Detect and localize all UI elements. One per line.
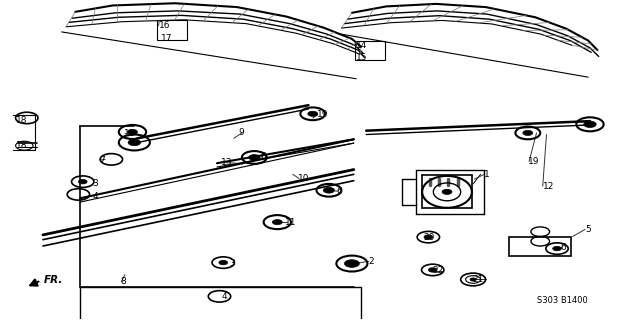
Bar xyxy=(158,20,187,40)
Text: 7: 7 xyxy=(99,156,105,164)
Ellipse shape xyxy=(470,278,476,281)
Text: 12: 12 xyxy=(543,182,554,191)
Text: 14: 14 xyxy=(356,41,368,51)
Ellipse shape xyxy=(78,180,87,184)
Text: 8: 8 xyxy=(120,277,126,286)
Ellipse shape xyxy=(429,268,437,272)
Text: 18: 18 xyxy=(16,141,28,150)
Text: 2: 2 xyxy=(369,257,374,266)
Text: 18: 18 xyxy=(16,116,28,125)
Ellipse shape xyxy=(128,139,141,146)
Ellipse shape xyxy=(249,155,260,160)
Text: S303 B1400: S303 B1400 xyxy=(536,296,587,305)
Text: 22: 22 xyxy=(433,266,444,276)
Text: 3: 3 xyxy=(229,259,235,268)
Text: 1: 1 xyxy=(484,170,490,179)
Text: 15: 15 xyxy=(356,53,368,62)
Text: 19: 19 xyxy=(528,157,540,166)
Ellipse shape xyxy=(584,121,596,127)
Ellipse shape xyxy=(523,130,533,135)
Ellipse shape xyxy=(272,220,282,225)
Text: 6: 6 xyxy=(560,243,566,252)
Ellipse shape xyxy=(323,188,335,193)
Bar xyxy=(80,287,361,320)
Text: 21: 21 xyxy=(472,275,483,284)
Ellipse shape xyxy=(424,235,433,239)
Text: 10: 10 xyxy=(298,174,310,183)
Text: 9: 9 xyxy=(238,128,244,137)
Text: 6: 6 xyxy=(260,152,266,161)
Text: 5: 5 xyxy=(585,225,591,234)
Text: 4: 4 xyxy=(221,292,227,301)
Ellipse shape xyxy=(128,129,138,134)
Bar xyxy=(355,41,385,60)
Ellipse shape xyxy=(308,111,318,116)
Text: 19: 19 xyxy=(316,110,328,119)
Ellipse shape xyxy=(219,260,227,265)
Text: FR.: FR. xyxy=(44,276,64,285)
Ellipse shape xyxy=(345,260,359,268)
Ellipse shape xyxy=(442,189,452,195)
Text: 11: 11 xyxy=(124,129,135,138)
Ellipse shape xyxy=(553,246,561,251)
Text: 17: 17 xyxy=(161,34,173,43)
Text: 4: 4 xyxy=(93,192,98,201)
Bar xyxy=(509,237,571,256)
Text: 13: 13 xyxy=(221,158,233,167)
Text: 11: 11 xyxy=(285,218,297,227)
Text: 16: 16 xyxy=(159,21,170,30)
Text: 20: 20 xyxy=(424,233,435,242)
Text: 6: 6 xyxy=(336,187,342,196)
Text: 3: 3 xyxy=(93,180,98,188)
